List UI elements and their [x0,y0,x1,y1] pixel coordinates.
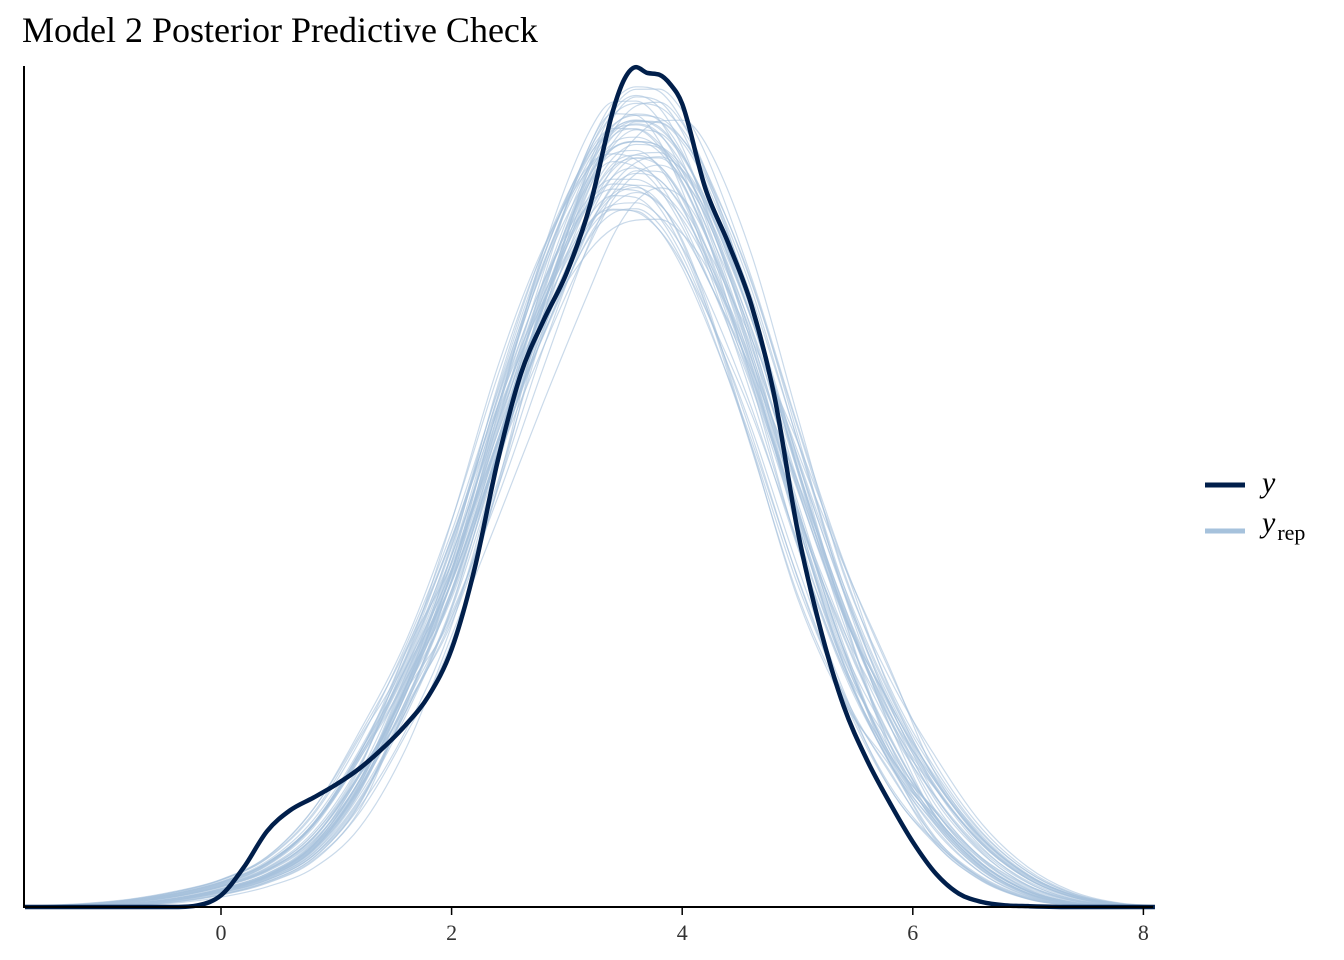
yrep-line [24,188,1155,908]
yrep-line [24,160,1155,908]
yrep-line [24,127,1155,908]
yrep-line [24,167,1155,908]
yrep-line [24,157,1155,908]
yrep-line [24,151,1155,908]
yrep-series [24,86,1155,908]
yrep-line [24,129,1155,908]
x-tick-label: 6 [907,920,918,945]
yrep-line [24,140,1155,908]
legend-y-main: y [1259,466,1276,499]
yrep-line [24,123,1155,908]
legend-label-yrep: yrep [1259,506,1305,545]
yrep-line [24,209,1155,908]
yrep-line [24,154,1155,908]
y-series [24,64,1155,910]
legend-label-y: y [1259,466,1276,499]
yrep-line [24,141,1155,908]
yrep-line [24,157,1155,908]
yrep-line [24,149,1155,908]
yrep-line [24,119,1155,908]
yrep-line [24,156,1155,908]
yrep-line [24,96,1155,908]
legend-yrep-subscript: rep [1277,520,1305,545]
yrep-line [24,184,1155,908]
x-tick-label: 4 [677,920,688,945]
yrep-line [24,113,1155,908]
yrep-line [24,170,1155,908]
yrep-line [24,113,1155,908]
yrep-line [24,120,1155,908]
x-tick-label: 0 [216,920,227,945]
yrep-line [24,172,1155,908]
yrep-line [24,186,1155,908]
yrep-line [24,208,1155,908]
yrep-line [24,136,1155,908]
yrep-line [24,191,1155,908]
yrep-line [24,121,1155,908]
chart-title: Model 2 Posterior Predictive Check [22,10,538,50]
yrep-line [24,120,1155,908]
yrep-line [24,218,1155,908]
yrep-line [24,128,1155,908]
yrep-line [24,164,1155,908]
yrep-line [24,143,1155,908]
x-axis-ticks: 0 2 4 6 8 [216,907,1149,945]
yrep-line [24,183,1155,908]
yrep-line [24,208,1155,908]
legend-yrep-main: y [1259,506,1276,539]
x-tick-label: 8 [1138,920,1149,945]
yrep-line [24,141,1155,908]
yrep-line [24,202,1155,908]
y-line [24,64,1155,910]
x-tick-label: 2 [446,920,457,945]
yrep-line [24,195,1155,908]
yrep-line [24,187,1155,908]
yrep-line [24,88,1155,908]
yrep-line [24,153,1155,908]
legend: y yrep [1205,466,1305,545]
